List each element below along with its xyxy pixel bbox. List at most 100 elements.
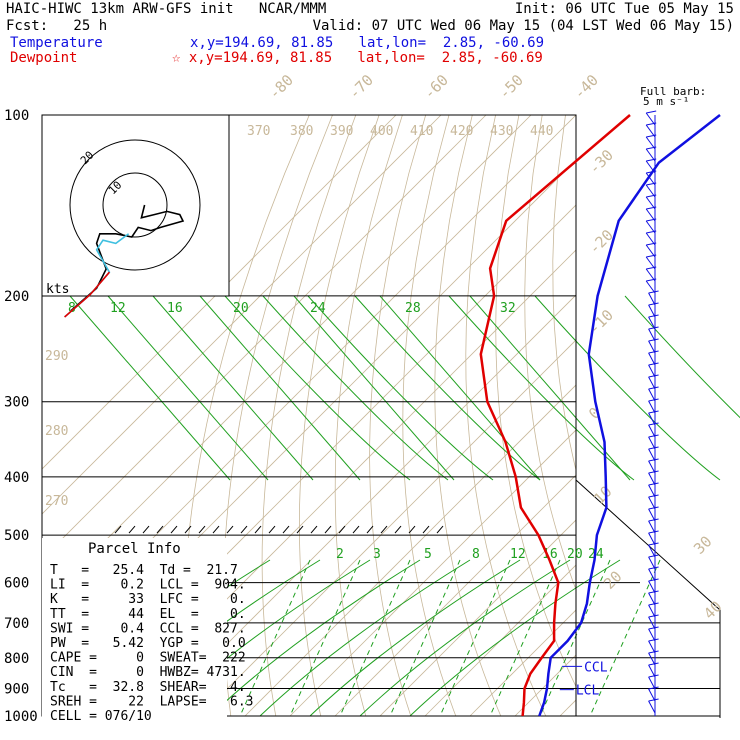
wind-barb: [648, 352, 656, 366]
lower-panel-border: [575, 479, 721, 718]
wind-barb-flag: [648, 338, 659, 342]
isobar-label: 400: [4, 470, 29, 486]
mixing-ratio-line: [209, 559, 421, 717]
hatch-mark: [324, 525, 332, 534]
dewpoint-location: ☆ x,y=194.69, 81.85 lat,lon= 2.85, -60.6…: [172, 50, 543, 66]
parcel-title: Parcel Info: [88, 541, 181, 557]
hatch-mark: [240, 525, 248, 534]
wind-barb-flag: [648, 566, 659, 570]
wind-barb-flag: [646, 218, 657, 222]
mixing-ratio-line: [309, 559, 521, 717]
wind-barb: [645, 136, 656, 150]
parcel-row: SWI = 0.4 CCL = 827.: [50, 621, 246, 636]
dry-adiabat: [705, 115, 740, 716]
hodograph-units: kts: [46, 282, 69, 297]
wind-barb: [645, 208, 656, 222]
dry-adiabats: [182, 115, 740, 717]
isotherm: [42, 115, 532, 605]
wind-barb-flag: [648, 638, 659, 642]
wind-barb-flag: [648, 494, 659, 498]
wind-barb-flag: [646, 158, 657, 162]
wind-barb-flag: [648, 674, 659, 678]
theta-label: 430: [490, 124, 513, 139]
mixing-ratio-label: 20: [567, 547, 583, 562]
barb-legend: Full barb:5 m s⁻¹: [640, 85, 706, 108]
wind-barb-flag: [646, 182, 657, 186]
mixing-ratio-line: [339, 559, 411, 717]
wind-barb: [645, 220, 656, 234]
theta-label: 270: [45, 494, 68, 509]
hatch-mark: [436, 525, 444, 534]
mixing-ratio-line: [379, 295, 541, 481]
wind-barb: [645, 244, 656, 258]
wind-barb-flag: [648, 650, 659, 654]
mixing-ratio-line: [262, 295, 449, 481]
wind-barb-flag: [648, 446, 659, 450]
dry-adiabat: [334, 115, 403, 717]
wind-barb: [648, 496, 656, 510]
isotherm: [244, 384, 576, 717]
wind-barb-flag: [648, 662, 659, 666]
wind-barb-flag: [648, 362, 659, 366]
wind-barb: [648, 436, 656, 450]
dry-adiabat: [495, 115, 576, 688]
hodograph-ring-10: [102, 172, 168, 238]
dry-adiabat: [524, 115, 576, 591]
barb-legend-line2: 5 m s⁻¹: [643, 95, 689, 108]
isotherm: [42, 115, 397, 470]
wind-barb: [645, 280, 656, 294]
mixing-ratio-label: 5: [424, 547, 432, 562]
wind-barb: [645, 196, 656, 210]
wind-barb: [648, 556, 656, 570]
mixing-ratio-line: [224, 295, 411, 481]
hodograph-trace-upper: [64, 271, 111, 318]
isotherm: [42, 115, 487, 560]
wind-barb-flag: [648, 470, 659, 474]
wind-barb-flag: [646, 194, 657, 198]
lcl-label: LCL: [576, 684, 600, 699]
mixing-ratio-line: [534, 295, 721, 481]
wind-barbs: [645, 110, 659, 716]
wind-barb: [648, 652, 656, 666]
wind-barb-flag: [646, 110, 657, 114]
parcel-row: LI = 0.2 LCL = 904.: [50, 578, 246, 593]
parcel-row: SREH = 22 LAPSE= 6.3: [50, 694, 254, 709]
isotherm-label: -10: [585, 306, 617, 338]
wind-barb: [648, 316, 656, 330]
mixing-ratio-line: [439, 559, 511, 717]
isotherm-label: -80: [265, 71, 297, 103]
wind-barb-flag: [648, 458, 659, 462]
parcel-row: CAPE = 0 SWEAT= 222: [50, 651, 246, 666]
mixing-ratio-line: [293, 295, 455, 481]
dry-adiabat: [657, 115, 740, 716]
wind-barb: [645, 148, 656, 162]
chart-title: HAIC-HIWC 13km ARW-GFS init NCAR/MMM: [6, 1, 327, 17]
wind-barb: [645, 268, 656, 282]
mixing-ratio-line: [289, 559, 361, 717]
dry-adiabat: [402, 115, 457, 717]
wind-barb: [648, 304, 656, 318]
mixing-ratio-line: [107, 295, 269, 481]
mixing-ratio-lines-upper: [69, 295, 740, 481]
theta-label: 420: [450, 124, 473, 139]
wind-barb-flag: [646, 122, 657, 126]
hatch-mark: [184, 525, 192, 534]
hatch-mark: [338, 525, 346, 534]
wind-barb-flag: [648, 326, 659, 330]
mixing-ratio-line: [624, 295, 740, 419]
isobar-label: 600: [4, 576, 29, 592]
wind-barb: [648, 400, 656, 414]
wind-barb-flag: [648, 530, 659, 534]
plot-border: [41, 114, 577, 717]
wind-barb: [648, 328, 656, 342]
isotherm: [514, 654, 576, 717]
hatch-mark: [366, 525, 374, 534]
isotherm-label: 30: [690, 532, 716, 558]
mixing-ratio-line: [152, 295, 314, 481]
init-time: Init: 06 UTC Tue 05 May 15: [514, 1, 734, 17]
wind-barb: [648, 688, 656, 702]
theta-label: 410: [410, 124, 433, 139]
theta-label: 390: [330, 124, 353, 139]
wind-barb: [648, 676, 656, 690]
wind-barb: [645, 172, 656, 186]
